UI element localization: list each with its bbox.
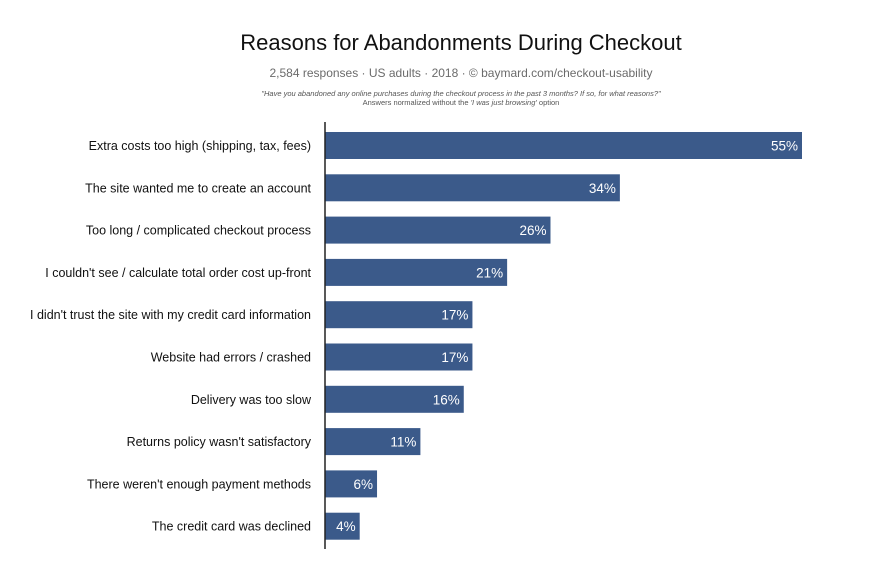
category-label: I couldn't see / calculate total order c… (45, 266, 311, 280)
bar (325, 258, 508, 286)
bar-value-label: 11% (390, 435, 416, 450)
bar-value-label: 4% (336, 519, 356, 534)
chart-title: Reasons for Abandonments During Checkout (240, 30, 682, 55)
bar (325, 174, 620, 202)
normalization-note-prefix: Answers normalized without the (362, 98, 471, 107)
bar (325, 216, 551, 244)
bar-value-label: 55% (771, 139, 798, 154)
chart-subtitle: 2,584 responses · US adults · 2018 · © b… (269, 66, 653, 80)
bar-value-label: 6% (354, 477, 374, 492)
bar (325, 512, 360, 540)
normalization-note-excluded-option: 'I was just browsing' (470, 98, 537, 107)
category-label: Returns policy wasn't satisfactory (127, 435, 312, 449)
category-label: Website had errors / crashed (151, 351, 311, 365)
normalization-note: Answers normalized without the 'I was ju… (0, 98, 878, 107)
bar (325, 343, 473, 371)
bar-value-label: 34% (589, 181, 616, 196)
bar (325, 301, 473, 329)
category-label: There weren't enough payment methods (87, 477, 311, 491)
category-label: The credit card was declined (152, 520, 311, 534)
category-label: The site wanted me to create an account (85, 181, 311, 195)
bar-value-label: 16% (433, 392, 460, 407)
bar (325, 470, 378, 498)
bar-value-label: 21% (476, 265, 503, 280)
category-label: Too long / complicated checkout process (86, 224, 311, 238)
survey-question-note: "Have you abandoned any online purchases… (261, 89, 661, 98)
bar-value-label: 26% (519, 223, 546, 238)
bar-value-label: 17% (441, 308, 468, 323)
category-label: Extra costs too high (shipping, tax, fee… (89, 139, 311, 153)
category-label: I didn't trust the site with my credit c… (30, 308, 311, 322)
bar (325, 132, 802, 159)
bar-value-label: 17% (441, 350, 468, 365)
normalization-note-suffix: option (536, 98, 560, 107)
bar (325, 428, 421, 456)
bar (325, 385, 464, 413)
category-label: Delivery was too slow (191, 393, 312, 407)
